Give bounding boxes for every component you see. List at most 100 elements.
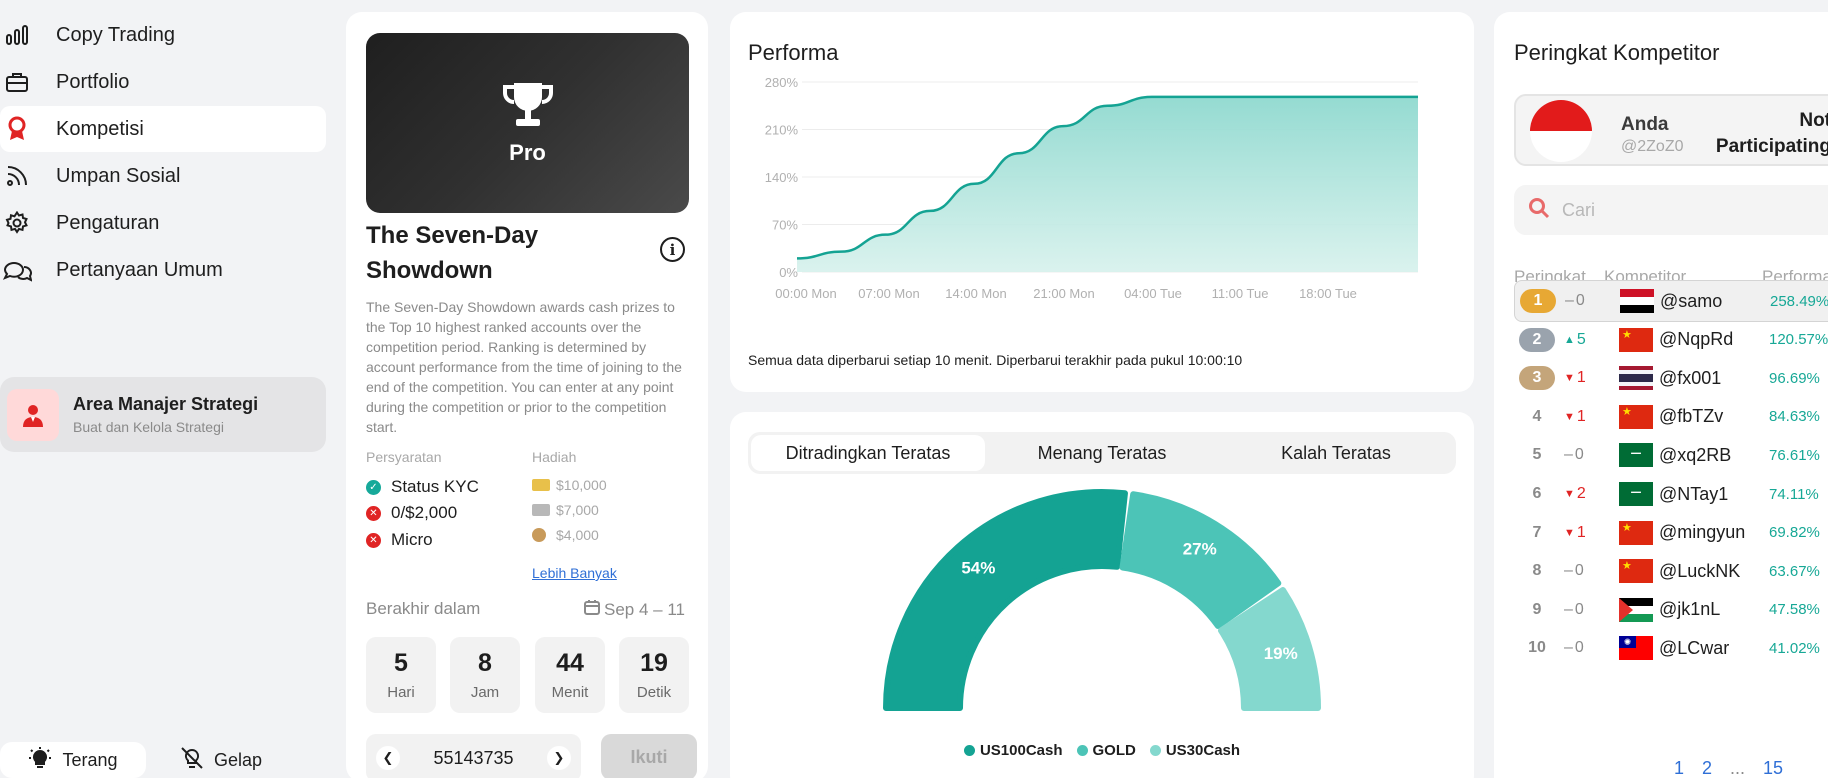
competitor-handle: @mingyun — [1659, 522, 1746, 543]
ranking-row[interactable]: 4 ▼ 1 ★ @fbTZv 84.63% — [1514, 396, 1828, 438]
rank-number: 7 — [1532, 523, 1542, 541]
sidebar-item-umpan-sosial[interactable]: Umpan Sosial — [0, 153, 326, 199]
sidebar-item-copy-trading[interactable]: Copy Trading — [0, 12, 326, 58]
page-link[interactable]: 2 — [1702, 758, 1713, 778]
ranking-title: Peringkat Kompetitor — [1514, 40, 1720, 65]
competition-banner: Pro — [366, 33, 689, 213]
ranking-row[interactable]: 7 ▼ 1 ★ @mingyun 69.82% — [1514, 512, 1828, 554]
requirement-text: Micro — [391, 530, 433, 549]
chart-legend: US100Cash GOLD US30Cash — [730, 742, 1474, 759]
strategy-title: Area Manajer Strategi — [73, 394, 259, 414]
ranking-row[interactable]: 8 –0 ★ @LuckNK 63.67% — [1514, 550, 1828, 592]
account-number: 55143735 — [433, 747, 514, 768]
search-box — [1514, 185, 1828, 235]
countdown-value: 5 — [394, 649, 408, 677]
sidebar-item-label: Pertanyaan Umum — [56, 258, 223, 281]
ranking-row[interactable]: 6 ▼ 2 ━━ @NTay1 74.11% — [1514, 473, 1828, 515]
competitor-handle: @NTay1 — [1659, 483, 1729, 504]
y-tick-label: 70% — [772, 218, 798, 233]
page-link[interactable]: 15 — [1763, 758, 1784, 778]
theme-dark-button[interactable]: Gelap — [146, 742, 296, 778]
ranking-row[interactable]: 2 ▲ 5 ★ @NqpRd 120.57% — [1514, 319, 1828, 361]
donut-slice-us100cash[interactable] — [883, 489, 1128, 711]
rank-number: 10 — [1528, 639, 1546, 657]
donut-slice-us30cash[interactable] — [1217, 587, 1321, 711]
rank-change: –0 — [1565, 292, 1585, 310]
search-input[interactable] — [1562, 199, 1822, 221]
rank-change: –0 — [1564, 562, 1584, 580]
rank-change: ▼ 1 — [1564, 524, 1586, 542]
date-range: Sep 4 – 11 — [584, 599, 685, 620]
rank-change: –0 — [1564, 601, 1584, 619]
page-link: ... — [1730, 758, 1746, 778]
prizes-label: Hadiah — [532, 449, 577, 465]
status-line: Not — [1799, 110, 1828, 131]
ranking-row[interactable]: 1–0 @samo 258.49% — [1514, 280, 1828, 322]
sidebar-item-pertanyaan-umum[interactable]: Pertanyaan Umum — [0, 247, 326, 293]
ranking-row[interactable]: 9 –0 @jk1nL 47.58% — [1514, 589, 1828, 631]
performance-card: Performa 0% 70% 140% 210% 280% 00:00 Mon 07:00… — [730, 12, 1474, 392]
chevron-right-icon[interactable]: ❯ — [547, 746, 571, 770]
info-icon[interactable]: i — [660, 237, 685, 262]
cash-icon — [532, 479, 550, 491]
dash-icon: – — [1564, 446, 1573, 464]
countdown-days: 5 Hari — [366, 637, 436, 713]
prize-item: $7,000 — [532, 502, 599, 518]
indonesia-flag-icon — [1530, 100, 1592, 162]
sidebar: Copy Trading Portfolio Kompetisi Umpan S… — [0, 0, 330, 778]
competitor-handle: @fx001 — [1659, 367, 1722, 388]
tab-top-losing[interactable]: Kalah Teratas — [1281, 442, 1391, 463]
china-flag-icon: ★ — [1619, 404, 1653, 429]
rank-number: 5 — [1532, 446, 1542, 464]
pagination: 1 2... 15 — [1674, 758, 1783, 778]
strategy-manager-card[interactable]: Area Manajer Strategi Buat dan Kelola St… — [0, 377, 326, 452]
rank-change-value: 0 — [1574, 446, 1584, 464]
ranking-row[interactable]: 5 –0 ━━ @xq2RB 76.61% — [1514, 434, 1828, 476]
dash-icon: – — [1564, 639, 1573, 657]
page-link[interactable]: 1 — [1674, 758, 1685, 778]
gear-icon — [0, 206, 34, 240]
search-icon — [1528, 197, 1550, 224]
competitor-handle: @LCwar — [1659, 637, 1730, 658]
sidebar-item-label: Kompetisi — [56, 117, 144, 140]
competitor-performance: 120.57% — [1769, 331, 1828, 349]
china-flag-icon: ★ — [1619, 559, 1653, 584]
more-prizes-link[interactable]: Lebih Banyak — [532, 565, 617, 581]
requirement-item: ✕ Micro — [366, 530, 433, 550]
chevron-left-icon[interactable]: ❮ — [376, 746, 400, 770]
sidebar-item-label: Pengaturan — [56, 211, 160, 234]
theme-light-button[interactable]: Terang — [0, 742, 146, 778]
tab-top-traded[interactable]: Ditradingkan Teratas — [751, 435, 985, 471]
prize-amount: $7,000 — [556, 502, 599, 518]
countdown-seconds: 19 Detik — [619, 637, 689, 713]
strategy-subtitle: Buat dan Kelola Strategi — [73, 419, 224, 435]
competitor-performance: 96.69% — [1769, 369, 1820, 387]
competition-card: Pro The Seven-Day Showdown i The Seven-D… — [346, 12, 708, 778]
slice-label: 27% — [1183, 540, 1217, 559]
rank-change: ▼ 1 — [1564, 369, 1586, 387]
chat-bubbles-icon — [0, 253, 34, 287]
x-tick-label: 04:00 Tue — [1124, 286, 1182, 301]
ranking-row[interactable]: 10–0 ✺ @LCwar 41.02% — [1514, 627, 1828, 669]
dash-icon: – — [1564, 600, 1573, 618]
competition-title: The Seven-Day Showdown — [366, 222, 539, 284]
x-tick-label: 18:00 Tue — [1299, 286, 1357, 301]
sidebar-item-kompetisi[interactable]: Kompetisi — [0, 106, 326, 152]
join-button[interactable]: Ikuti — [601, 734, 697, 778]
theme-light-label: Terang — [62, 749, 118, 770]
tab-top-winning[interactable]: Menang Teratas — [1037, 442, 1167, 463]
trophy-icon — [501, 81, 555, 134]
legend-label: GOLD — [1092, 742, 1136, 759]
award-icon — [0, 112, 34, 146]
rank-change-value: 0 — [1575, 292, 1585, 309]
countdown-value: 19 — [640, 649, 668, 677]
rank-number: 1 — [1520, 289, 1556, 313]
competitor-handle: @LuckNK — [1659, 560, 1741, 581]
sidebar-item-portfolio[interactable]: Portfolio — [0, 59, 326, 105]
ranking-row[interactable]: 3 ▼ 1 @fx001 96.69% — [1514, 357, 1828, 399]
rank-change-value: 0 — [1574, 600, 1584, 618]
donut-slice-gold[interactable] — [1119, 491, 1282, 629]
competition-description: The Seven-Day Showdown awards cash prize… — [366, 299, 682, 435]
sidebar-item-pengaturan[interactable]: Pengaturan — [0, 200, 326, 246]
performance-chart: 0% 70% 140% 210% 280% 00:00 Mon 07:00 Mon 14:00… — [765, 75, 1418, 301]
